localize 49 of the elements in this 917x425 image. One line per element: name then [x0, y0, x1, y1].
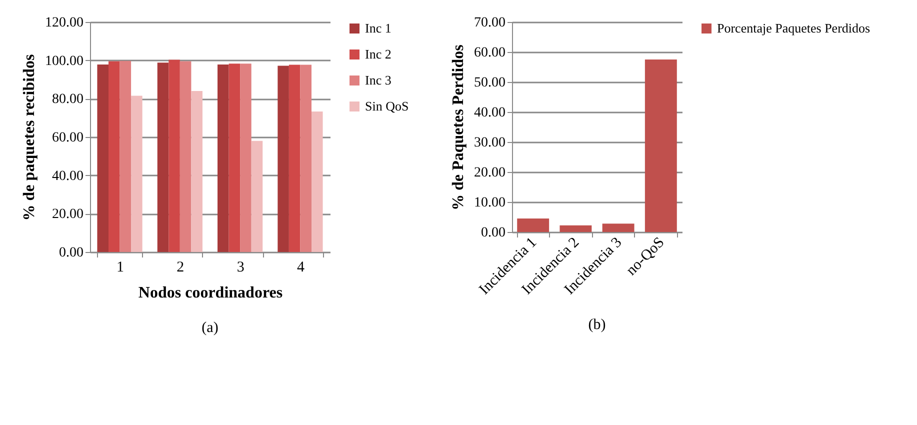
bar — [300, 64, 312, 252]
bar — [168, 60, 180, 252]
bar — [517, 218, 550, 232]
y-tick-label: 0.00 — [481, 226, 506, 240]
y-tick-label: 10.00 — [474, 196, 506, 210]
bar — [644, 60, 677, 232]
legend-label: Porcentaje Paquetes Perdidos — [717, 20, 870, 36]
bar — [560, 225, 592, 232]
bar — [228, 64, 240, 252]
bar — [120, 60, 132, 252]
y-tick-label: 100.00 — [45, 54, 84, 69]
y-tick-label: 0.00 — [59, 246, 84, 260]
x-tick-label: 1 — [116, 260, 124, 276]
bar — [180, 61, 192, 252]
y-tick-label: 120.00 — [45, 16, 84, 30]
bar — [288, 64, 300, 252]
bar — [218, 64, 229, 252]
x-tick-label: 4 — [296, 260, 305, 276]
y-tick-label: 60.00 — [52, 130, 84, 146]
x-axis-title: Nodos coordinadores — [138, 284, 283, 302]
y-tick-label: 80.00 — [52, 92, 84, 108]
x-tick-label: 3 — [236, 260, 244, 276]
y-tick-label: 40.00 — [474, 106, 506, 120]
text: (a) — [202, 320, 218, 336]
x-tick-label: 2 — [176, 260, 184, 276]
y-tick-label: 40.00 — [52, 168, 84, 184]
y-tick-label: 30.00 — [474, 136, 506, 150]
bar — [278, 66, 289, 252]
bar — [131, 96, 142, 252]
legend-label: Inc 1 — [365, 20, 392, 36]
legend-label: Inc 2 — [365, 46, 392, 62]
y-axis-title: % de paquetes recibidos — [21, 54, 38, 221]
y-tick-label: 20.00 — [474, 166, 506, 180]
legend-label: Sin QoS — [365, 98, 409, 114]
y-tick-label: 60.00 — [474, 46, 506, 60]
bar — [157, 62, 169, 252]
y-tick-label: 50.00 — [474, 76, 506, 90]
bar — [191, 91, 202, 252]
legend-label: Inc 3 — [365, 72, 392, 88]
text: (b) — [588, 316, 606, 333]
bar — [312, 112, 323, 252]
y-tick-label: 70.00 — [474, 16, 506, 30]
bar — [97, 64, 108, 252]
y-tick-label: 20.00 — [52, 207, 84, 222]
y-axis-title: % de Paquetes Perdidos — [450, 44, 467, 210]
bar — [240, 64, 252, 252]
bar — [602, 224, 634, 232]
bar — [108, 61, 120, 252]
bar — [251, 140, 263, 252]
